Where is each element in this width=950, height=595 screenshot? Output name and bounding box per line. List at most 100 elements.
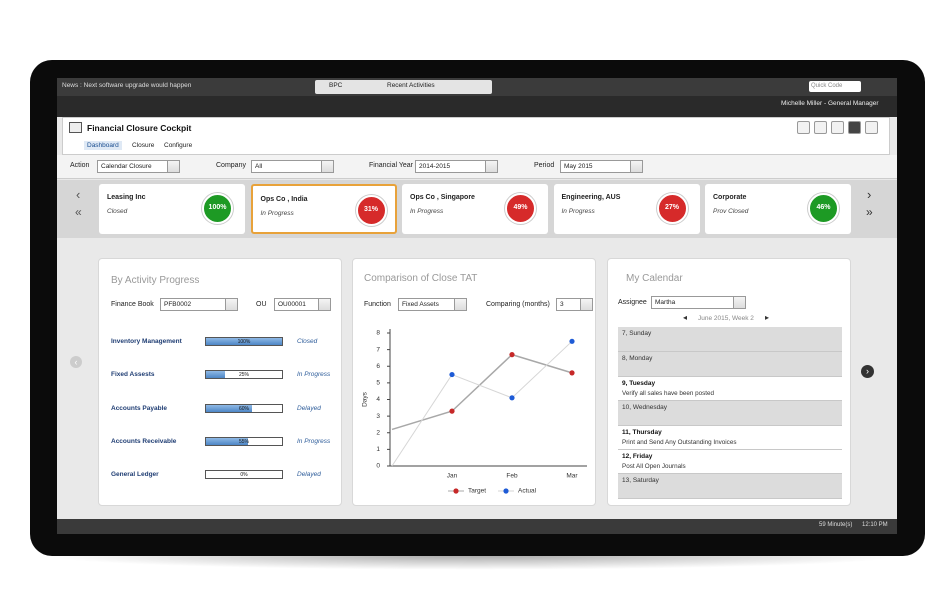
header-button[interactable] [848,121,861,134]
menu-button[interactable]: BPC [329,82,343,89]
company-card[interactable]: Corporate Prov Closed 46% [705,184,851,234]
panel-title: My Calendar [626,273,683,284]
filter-select[interactable]: 2014-2015 [415,160,498,173]
filter-select[interactable]: OU00001 [274,298,331,311]
filter-select[interactable]: May 2015 [560,160,643,173]
company-name: Ops Co , Singapore [410,194,475,201]
calendar-day[interactable]: 11, Thursday Print and Send Any Outstandi… [618,426,842,450]
filter-select[interactable]: PFB0002 [160,298,238,311]
company-card[interactable]: Leasing Inc Closed 100% [99,184,245,234]
filter-label: Financial Year [369,162,413,169]
progress-label: 55% [238,438,249,445]
company-card[interactable]: Ops Co , Singapore In Progress 49% [402,184,548,234]
y-tick-label: 5 [376,380,380,387]
company-status: Prov Closed [713,208,749,215]
filter-select[interactable]: Fixed Assets [398,298,467,311]
company-card[interactable]: Engineering, AUS In Progress 27% [553,184,700,234]
week-next[interactable]: ▸ [765,313,770,322]
task: Post All Open Journals [622,463,686,470]
x-tick-label: Feb [506,473,518,480]
day-label: 13, Saturday [622,477,659,484]
filter-label: Assignee [618,299,647,306]
app-icon [69,122,82,133]
tab[interactable]: Dashboard [84,141,122,150]
x-tick-label: Mar [566,473,578,480]
calendar-day[interactable]: 9, Tuesday Verify all sales have been pos… [618,377,842,401]
activity-status: Delayed [297,404,321,412]
filter-select[interactable]: Calendar Closure [97,160,180,173]
y-tick-label: 6 [376,363,380,370]
toolbar[interactable] [315,80,492,94]
company-name: Ops Co , India [260,196,308,203]
filter-label: Action [70,162,90,169]
percent-circle: 46% [808,193,839,224]
calendar-day[interactable]: 10, Wednesday [618,401,842,426]
y-tick-label: 3 [376,413,380,420]
tab[interactable]: Closure [132,142,155,149]
calendar-day[interactable]: 8, Monday [618,352,842,377]
day-label: 11, Thursday [622,429,662,436]
tab[interactable]: Configure [164,142,193,149]
legend-marker [503,488,509,494]
activity-name[interactable]: General Ledger [111,471,159,479]
filter-select[interactable]: 3 [556,298,593,311]
user-bar [57,96,897,117]
series-line [391,340,573,467]
app-title: Financial Closure Cockpit [87,123,192,133]
scroll-right[interactable]: › [867,187,872,202]
y-tick-label: 2 [376,429,380,436]
percent-circle: 27% [656,193,688,224]
percent-label: 100% [208,204,227,211]
assignee-select[interactable]: Martha [651,296,746,309]
quick-code[interactable]: Quick Code [809,81,861,92]
activity-name[interactable]: Inventory Management [111,338,182,345]
panel: Comparison of Close TAT Function Fixed Ass… [352,258,596,506]
progress-track: 0% [205,470,283,480]
filter-select[interactable]: All [251,160,334,173]
progress-track: 25% [205,370,283,380]
scroll-first[interactable]: « [75,205,82,219]
filter-label: Company [216,162,246,169]
header-button[interactable] [831,121,844,134]
y-tick-label: 0 [376,463,380,470]
panel-title: By Activity Progress [111,275,200,286]
news: News : Next software upgrade would happe… [62,82,192,89]
company-card[interactable]: Ops Co , India In Progress 31% [250,184,397,234]
calendar-day[interactable]: 13, Saturday [618,474,842,499]
progress-bar [206,437,248,445]
company-status: In Progress [561,208,595,215]
header-button[interactable] [814,121,827,134]
filter-label: Comparing (months) [486,301,550,308]
y-tick-label: 1 [376,446,380,453]
screen: ‹ « › » ‹ › News : Next software upgrade… [57,78,897,534]
header-button[interactable] [797,121,810,134]
header-button[interactable] [865,121,878,134]
percent-label: 31% [363,206,378,213]
activity-status: Delayed [297,471,321,479]
percent-circle: 100% [202,193,233,224]
calendar-day[interactable]: 7, Sunday [618,327,842,352]
progress-bar [206,338,282,345]
activity-status: In Progress [297,371,331,379]
calendar-day[interactable]: 12, Friday Post All Open Journals [618,450,842,474]
activity-name[interactable]: Fixed Assests [111,371,155,379]
legend-label: Target [468,488,486,495]
week-prev[interactable]: ◂ [683,313,688,322]
recent-activities[interactable]: Recent Activities [387,82,435,89]
activity-name[interactable]: Accounts Payable [111,404,167,412]
task: Print and Send Any Outstanding Invoices [622,439,737,446]
filter-label: OU [256,301,267,308]
scroll-last[interactable]: » [866,205,873,219]
chart: 0 1 2 3 4 5 6 7 8 Days Jan Feb Mar Target Actual [362,329,587,495]
next-page[interactable]: › [861,365,874,378]
prev-page[interactable]: ‹ [70,356,82,368]
y-tick-label: 7 [376,346,380,353]
y-tick-label: 4 [376,396,380,403]
scroll-left[interactable]: ‹ [76,187,81,202]
percent-circle: 49% [505,193,536,224]
progress-track: 55% [205,436,283,446]
panel: By Activity Progress Finance Book PFB0002 O… [98,258,342,506]
activity-name[interactable]: Accounts Receivable [111,437,177,445]
legend-label: Actual [518,488,537,495]
